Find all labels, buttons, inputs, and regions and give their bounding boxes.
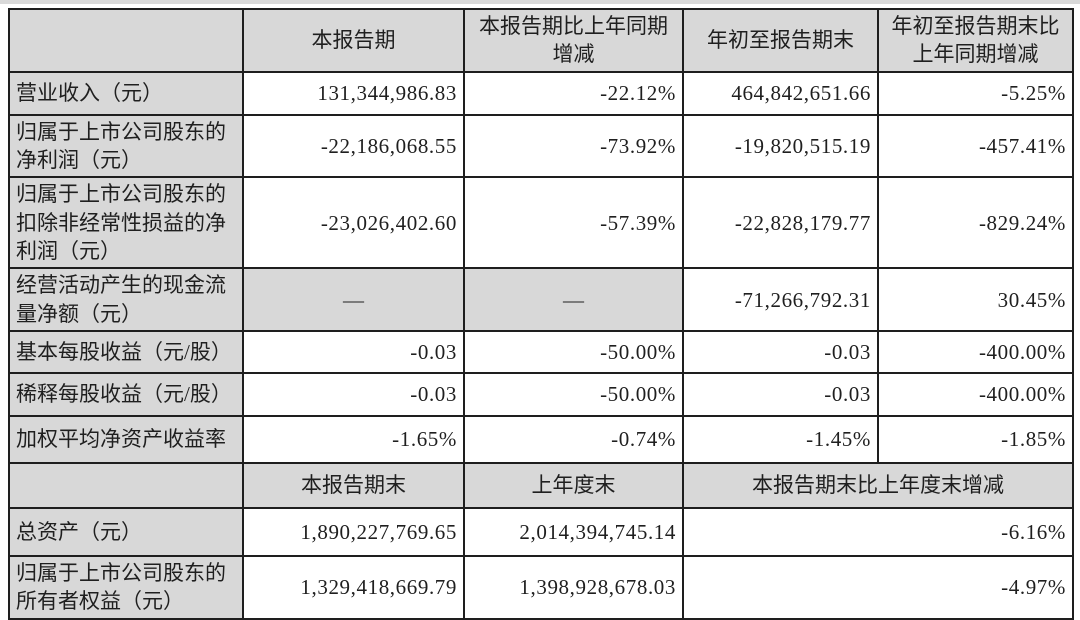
header-empty-cell	[8, 8, 244, 73]
cell-value: -73.92%	[463, 113, 684, 179]
cell-value: -22,186,068.55	[242, 113, 465, 179]
table-row-net-profit-excl-nonrecurring: 归属于上市公司股东的扣除非经常性损益的净利润（元） -23,026,402.60…	[8, 176, 1074, 270]
cell-value: -50.00%	[463, 372, 684, 418]
header-end-of-period: 本报告期末	[242, 462, 465, 510]
cell-value: -1.45%	[682, 415, 879, 465]
cell-value: -22,828,179.77	[682, 176, 879, 270]
cell-value: -457.41%	[877, 113, 1074, 179]
table-row-revenue: 营业收入（元） 131,344,986.83 -22.12% 464,842,6…	[8, 70, 1074, 116]
table-row-operating-cash-flow: 经营活动产生的现金流量净额（元） — — -71,266,792.31 30.4…	[8, 267, 1074, 333]
cell-value: -22.12%	[463, 70, 684, 116]
cell-value: -6.16%	[682, 507, 1074, 558]
row-label: 基本每股收益（元/股）	[8, 330, 244, 375]
row-label: 归属于上市公司股东的扣除非经常性损益的净利润（元）	[8, 176, 244, 270]
cell-value: -50.00%	[463, 330, 684, 375]
cell-value: 464,842,651.66	[682, 70, 879, 116]
cell-value: 1,890,227,769.65	[242, 507, 465, 558]
table-row-basic-eps: 基本每股收益（元/股） -0.03 -50.00% -0.03 -400.00%	[8, 330, 1074, 375]
cell-value: -57.39%	[463, 176, 684, 270]
cell-value: -1.85%	[877, 415, 1074, 465]
table-row-weighted-avg-roe: 加权平均净资产收益率 -1.65% -0.74% -1.45% -1.85%	[8, 415, 1074, 465]
cell-value: -23,026,402.60	[242, 176, 465, 270]
header-ytd-yoy-change: 年初至报告期末比上年同期增减	[877, 8, 1074, 73]
page-top-edge	[0, 0, 1080, 4]
cell-value: -1.65%	[242, 415, 465, 465]
row-label: 归属于上市公司股东的所有者权益（元）	[8, 555, 244, 620]
cell-value: -829.24%	[877, 176, 1074, 270]
header-end-of-prior-year: 上年度末	[463, 462, 684, 510]
header-change-vs-prior-year-end: 本报告期末比上年度末增减	[682, 462, 1074, 510]
row-label: 总资产（元）	[8, 507, 244, 558]
cell-value: -19,820,515.19	[682, 113, 879, 179]
cell-value: 1,329,418,669.79	[242, 555, 465, 620]
cell-value: -400.00%	[877, 330, 1074, 375]
cell-value: -0.74%	[463, 415, 684, 465]
header-yoy-change: 本报告期比上年同期增减	[463, 8, 684, 73]
header-current-period: 本报告期	[242, 8, 465, 73]
table-row-diluted-eps: 稀释每股收益（元/股） -0.03 -50.00% -0.03 -400.00%	[8, 372, 1074, 418]
cell-value: -71,266,792.31	[682, 267, 879, 333]
cell-value: -0.03	[242, 330, 465, 375]
cell-value: -400.00%	[877, 372, 1074, 418]
header-empty-cell	[8, 462, 244, 510]
cell-value: -0.03	[682, 372, 879, 418]
header-ytd: 年初至报告期末	[682, 8, 879, 73]
cell-value: 131,344,986.83	[242, 70, 465, 116]
row-label: 归属于上市公司股东的净利润（元）	[8, 113, 244, 179]
header-row-period: 本报告期 本报告期比上年同期增减 年初至报告期末 年初至报告期末比上年同期增减	[8, 8, 1074, 73]
cell-value: -0.03	[242, 372, 465, 418]
financial-summary-table: 本报告期 本报告期比上年同期增减 年初至报告期末 年初至报告期末比上年同期增减 …	[8, 8, 1074, 620]
table-row-total-assets: 总资产（元） 1,890,227,769.65 2,014,394,745.14…	[8, 507, 1074, 558]
table-row-owners-equity: 归属于上市公司股东的所有者权益（元） 1,329,418,669.79 1,39…	[8, 555, 1074, 620]
cell-value: 1,398,928,678.03	[463, 555, 684, 620]
cell-value-empty-dash: —	[242, 267, 465, 333]
cell-value: 2,014,394,745.14	[463, 507, 684, 558]
table-row-net-profit: 归属于上市公司股东的净利润（元） -22,186,068.55 -73.92% …	[8, 113, 1074, 179]
row-label: 稀释每股收益（元/股）	[8, 372, 244, 418]
header-row-period-end: 本报告期末 上年度末 本报告期末比上年度末增减	[8, 462, 1074, 510]
cell-value: 30.45%	[877, 267, 1074, 333]
cell-value: -4.97%	[682, 555, 1074, 620]
row-label: 营业收入（元）	[8, 70, 244, 116]
cell-value-empty-dash: —	[463, 267, 684, 333]
cell-value: -0.03	[682, 330, 879, 375]
row-label: 经营活动产生的现金流量净额（元）	[8, 267, 244, 333]
row-label: 加权平均净资产收益率	[8, 415, 244, 465]
cell-value: -5.25%	[877, 70, 1074, 116]
